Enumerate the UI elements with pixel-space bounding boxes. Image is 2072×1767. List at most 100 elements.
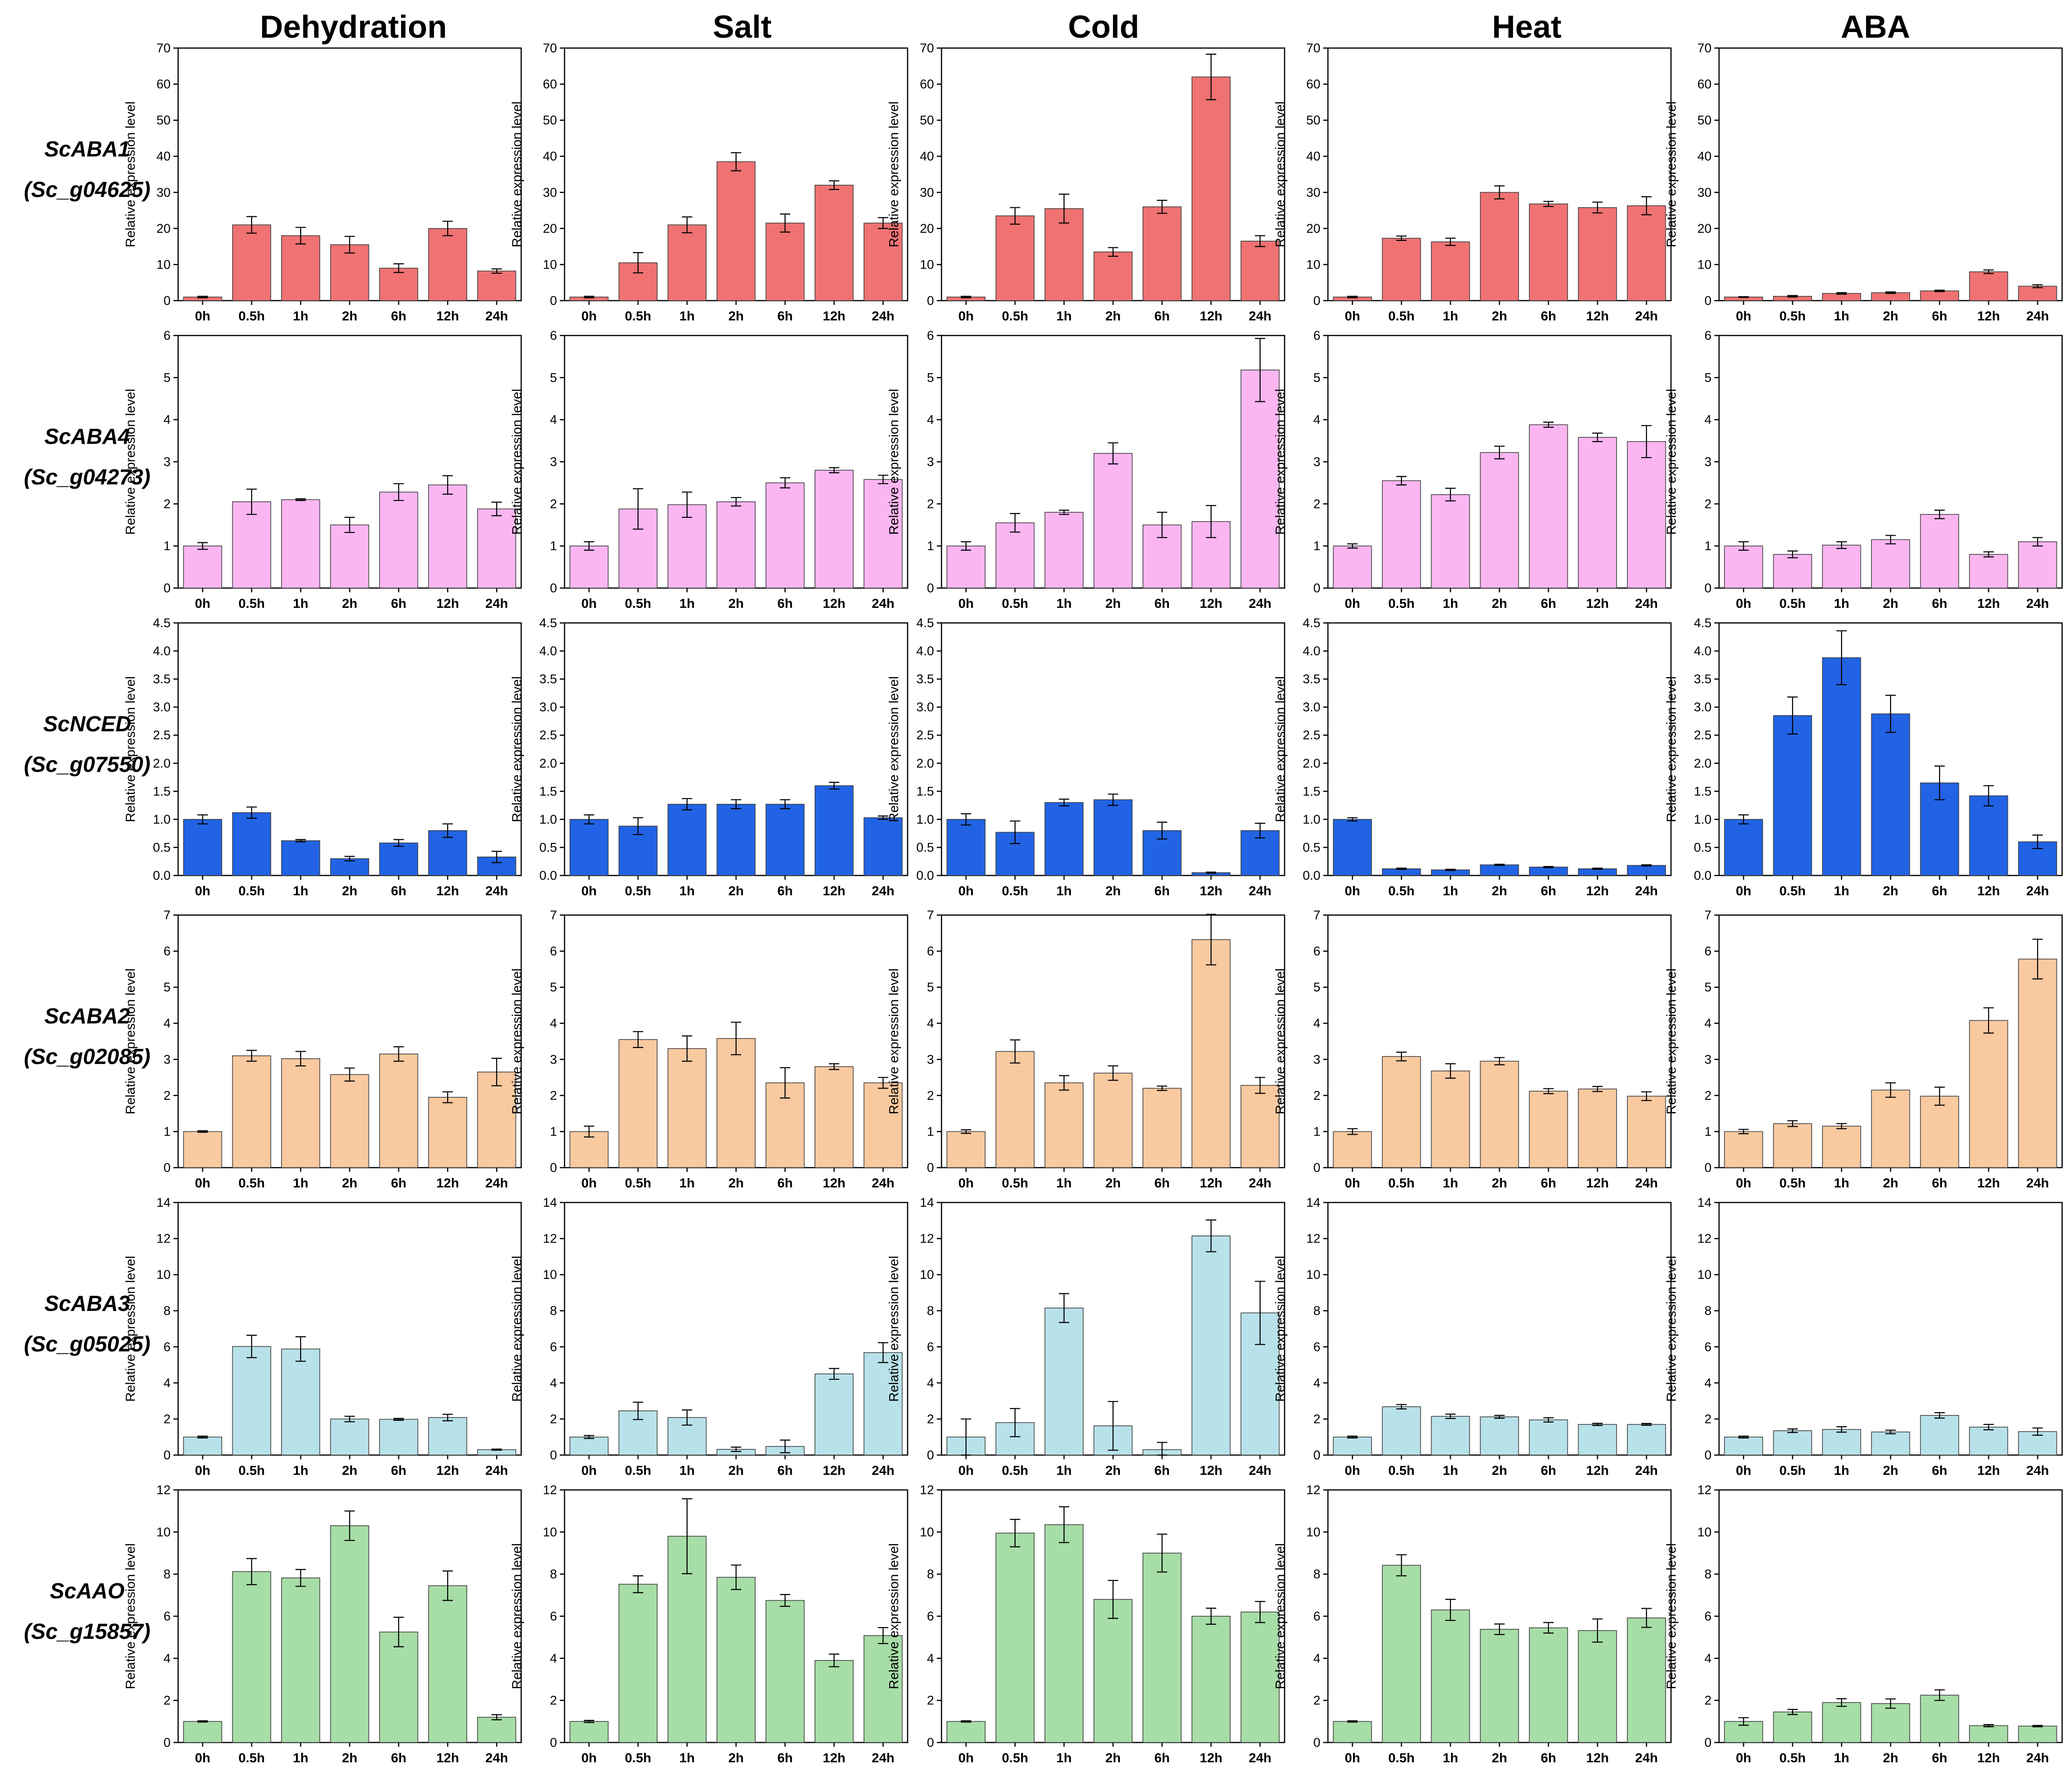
x-tick-label-12h: 12h bbox=[823, 1751, 845, 1765]
x-tick-label-0h: 0h bbox=[1345, 884, 1360, 898]
x-tick-label-6h: 6h bbox=[391, 596, 407, 611]
y-tick-label: 0.0 bbox=[153, 868, 171, 883]
x-tick-label-1h: 1h bbox=[1056, 1463, 1072, 1478]
y-tick-label: 4 bbox=[1313, 1651, 1320, 1665]
y-tick-label: 0 bbox=[550, 1448, 557, 1462]
bar-24h bbox=[2018, 541, 2057, 589]
x-tick-label-12h: 12h bbox=[436, 1463, 459, 1478]
x-tick-label-24h: 24h bbox=[1635, 1463, 1658, 1478]
x-tick-label-24h: 24h bbox=[1635, 596, 1658, 611]
y-tick-label: 4 bbox=[927, 1376, 934, 1390]
bar-0.5h bbox=[995, 1051, 1035, 1168]
plot-frame bbox=[1718, 1202, 2063, 1456]
bar-0.5h bbox=[1382, 237, 1421, 301]
y-tick-label: 4.0 bbox=[1694, 644, 1712, 658]
bar-6h bbox=[765, 803, 805, 876]
y-tick-label: 6 bbox=[1313, 1340, 1320, 1354]
x-tick-label-6h: 6h bbox=[391, 1751, 407, 1765]
bar-1h bbox=[281, 235, 320, 301]
x-tick-label-0.5h: 0.5h bbox=[238, 596, 265, 611]
bar-6h bbox=[1529, 424, 1568, 589]
bar-0.5h bbox=[1773, 554, 1812, 589]
bar-6h bbox=[1529, 1419, 1568, 1456]
x-tick-label-2h: 2h bbox=[729, 1751, 744, 1765]
y-tick-label: 1.5 bbox=[539, 784, 557, 798]
y-tick-label: 2 bbox=[164, 1412, 171, 1426]
y-tick-label: 10 bbox=[543, 257, 557, 271]
bar-24h bbox=[863, 1082, 903, 1168]
x-tick-label-12h: 12h bbox=[1586, 884, 1609, 898]
y-tick-label: 5 bbox=[550, 370, 557, 384]
gene-id-scaba1: (Sc_g04625) bbox=[24, 177, 151, 202]
x-tick-label-6h: 6h bbox=[1155, 1176, 1170, 1190]
bar-12h bbox=[428, 1585, 467, 1743]
bar-6h bbox=[765, 222, 805, 301]
bar-6h bbox=[1529, 204, 1568, 301]
bar-0.5h bbox=[1382, 1565, 1421, 1743]
y-tick-label: 50 bbox=[1697, 113, 1712, 127]
panel-scaba1-dehydration: 0 10 20 30 40 50 60 70 Relative expression level… bbox=[123, 41, 522, 323]
y-tick-label: 50 bbox=[1306, 113, 1320, 127]
bar-0h bbox=[1724, 1436, 1763, 1456]
y-axis-label: Relative expression level bbox=[1664, 1256, 1679, 1402]
y-tick-label: 4.5 bbox=[1302, 616, 1320, 630]
x-tick-label-1h: 1h bbox=[293, 884, 309, 898]
x-tick-label-1h: 1h bbox=[293, 309, 309, 323]
y-tick-label: 40 bbox=[1306, 149, 1320, 164]
y-axis-label: Relative expression level bbox=[509, 101, 524, 247]
x-tick-label-24h: 24h bbox=[485, 1751, 508, 1765]
bar-6h bbox=[1529, 1090, 1568, 1168]
x-tick-label-2h: 2h bbox=[729, 596, 744, 611]
bar-2h bbox=[1093, 453, 1133, 589]
y-axis-label: Relative expression level bbox=[509, 968, 524, 1114]
bar-12h bbox=[814, 1066, 854, 1168]
x-tick-label-2h: 2h bbox=[342, 1176, 358, 1190]
y-tick-label: 14 bbox=[1306, 1195, 1320, 1210]
bar-1h bbox=[1431, 1609, 1470, 1743]
bar-24h bbox=[1627, 1617, 1666, 1743]
bar-0.5h bbox=[995, 1532, 1035, 1743]
y-tick-label: 60 bbox=[1697, 77, 1712, 91]
panel-scaba3-dehydration: 0 2 4 6 8 10 12 14 Relative expression level 0h 0.… bbox=[123, 1195, 522, 1478]
y-tick-label: 4.0 bbox=[153, 644, 171, 658]
x-tick-label-2h: 2h bbox=[729, 884, 744, 898]
y-tick-label: 2.0 bbox=[539, 756, 557, 770]
y-tick-label: 12 bbox=[543, 1483, 557, 1497]
x-tick-label-12h: 12h bbox=[1200, 884, 1222, 898]
y-tick-label: 0 bbox=[1704, 294, 1712, 308]
y-tick-label: 1.5 bbox=[153, 784, 171, 798]
y-tick-label: 4.0 bbox=[1302, 644, 1320, 658]
x-tick-label-0.5h: 0.5h bbox=[625, 596, 651, 611]
x-tick-label-12h: 12h bbox=[823, 1176, 845, 1190]
y-tick-label: 4 bbox=[164, 1376, 171, 1390]
y-axis-label: Relative expression level bbox=[509, 1256, 524, 1402]
x-tick-label-0.5h: 0.5h bbox=[1779, 1463, 1806, 1478]
panel-scaba1-aba: 0 10 20 30 40 50 60 70 Relative expression level… bbox=[1664, 41, 2063, 323]
y-tick-label: 6 bbox=[1313, 1609, 1320, 1623]
panel-scaao-aba: 0 2 4 6 8 10 12 Relative expression level 0h 0.5h… bbox=[1664, 1483, 2063, 1765]
x-tick-label-12h: 12h bbox=[1200, 596, 1222, 611]
x-tick-label-0h: 0h bbox=[1736, 596, 1752, 611]
y-tick-label: 0 bbox=[927, 1735, 934, 1750]
y-axis-label: Relative expression level bbox=[886, 1256, 901, 1402]
bar-0h bbox=[569, 1436, 609, 1456]
bar-12h bbox=[1191, 1616, 1231, 1743]
x-tick-label-24h: 24h bbox=[485, 309, 508, 323]
y-axis-label: Relative expression level bbox=[1664, 101, 1679, 247]
y-tick-label: 0 bbox=[550, 1735, 557, 1750]
x-tick-label-6h: 6h bbox=[1541, 309, 1556, 323]
y-tick-label: 4 bbox=[164, 1016, 171, 1031]
x-tick-label-24h: 24h bbox=[872, 1751, 894, 1765]
y-tick-label: 0.5 bbox=[153, 840, 171, 854]
y-axis-label: Relative expression level bbox=[123, 968, 138, 1114]
x-tick-label-24h: 24h bbox=[485, 884, 508, 898]
bar-12h bbox=[1969, 271, 2008, 301]
y-tick-label: 4 bbox=[1704, 1651, 1712, 1665]
x-tick-label-2h: 2h bbox=[1492, 596, 1507, 611]
bar-12h bbox=[1969, 1020, 2008, 1168]
bar-0.5h bbox=[232, 1055, 271, 1168]
x-tick-label-24h: 24h bbox=[1635, 1176, 1658, 1190]
panel-scaba2-salt: 0 1 2 3 4 5 6 7 Relative expression level 0h 0.5h 1… bbox=[509, 908, 909, 1190]
y-tick-label: 10 bbox=[1306, 1525, 1320, 1539]
y-tick-label: 2 bbox=[1313, 1088, 1320, 1103]
